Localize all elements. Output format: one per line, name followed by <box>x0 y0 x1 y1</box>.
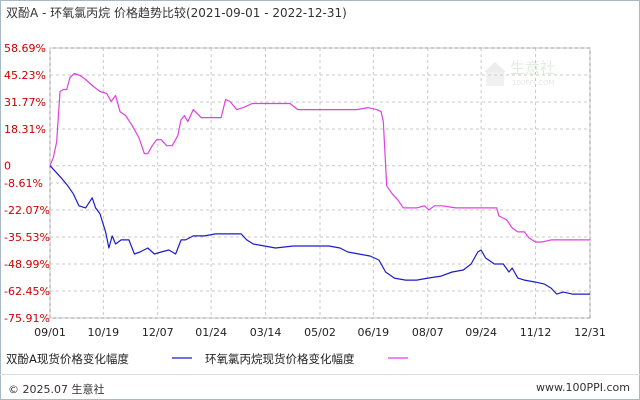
logo-roof-icon <box>484 62 506 72</box>
series-line-epichlorohydrin <box>49 72 590 243</box>
legend: 双酚A现货价格变化幅度 环氧氯丙烷现货价格变化幅度 <box>6 352 408 366</box>
x-tick-label: 10/19 <box>87 326 119 339</box>
legend-label-bisphenol-a: 双酚A现货价格变化幅度 <box>6 352 129 366</box>
y-tick-label: -62.45% <box>4 285 50 298</box>
footer-divider <box>0 374 640 375</box>
y-tick-label: -22.07% <box>4 204 50 217</box>
x-tick-label: 08/07 <box>412 326 444 339</box>
legend-label-epichlorohydrin: 环氧氯丙烷现货价格变化幅度 <box>205 352 355 366</box>
chart-title: 双酚A - 环氧氯丙烷 价格趋势比较(2021-09-01 - 2022-12-… <box>6 6 347 20</box>
watermark-logo: 生意社 100PPI.COM <box>484 59 555 87</box>
y-tick-label: 45.23% <box>4 69 46 82</box>
footer-copyright: © 2025.07 生意社 <box>8 383 105 396</box>
x-tick-label: 05/02 <box>304 326 336 339</box>
grid <box>49 47 591 319</box>
x-tick-label: 12/07 <box>142 326 174 339</box>
y-tick-label: 18.31% <box>4 123 46 136</box>
x-tick-label: 09/24 <box>465 326 497 339</box>
footer-site-link[interactable]: www.100PPI.com <box>536 381 630 394</box>
series-lines <box>49 72 590 295</box>
x-tick-label: 06/19 <box>357 326 389 339</box>
watermark-brand: 生意社 <box>510 59 555 77</box>
x-tick-label: 09/01 <box>34 326 66 339</box>
x-tick-label: 12/31 <box>574 326 606 339</box>
logo-house-icon <box>486 72 504 86</box>
x-axis-ticks: 09/01 10/19 12/07 01/24 03/14 05/02 06/19 08/07… <box>34 326 606 339</box>
x-tick-label: 01/24 <box>195 326 227 339</box>
y-tick-label: -8.61% <box>4 177 43 190</box>
y-tick-label: 0 <box>4 160 11 173</box>
y-tick-label: 31.77% <box>4 96 46 109</box>
x-tick-label: 11/12 <box>520 326 552 339</box>
y-tick-label: -48.99% <box>4 258 50 271</box>
y-tick-label: 58.69% <box>4 42 46 55</box>
x-tick-label: 03/14 <box>250 326 282 339</box>
y-tick-label: -35.53% <box>4 231 50 244</box>
y-axis-ticks: 58.69% 45.23% 31.77% 18.31% 0 -8.61% -22.07% -3… <box>4 42 50 325</box>
watermark-url: 100PPI.COM <box>512 79 555 87</box>
y-tick-label: -75.91% <box>4 312 50 325</box>
series-line-bisphenol-a <box>49 165 590 295</box>
